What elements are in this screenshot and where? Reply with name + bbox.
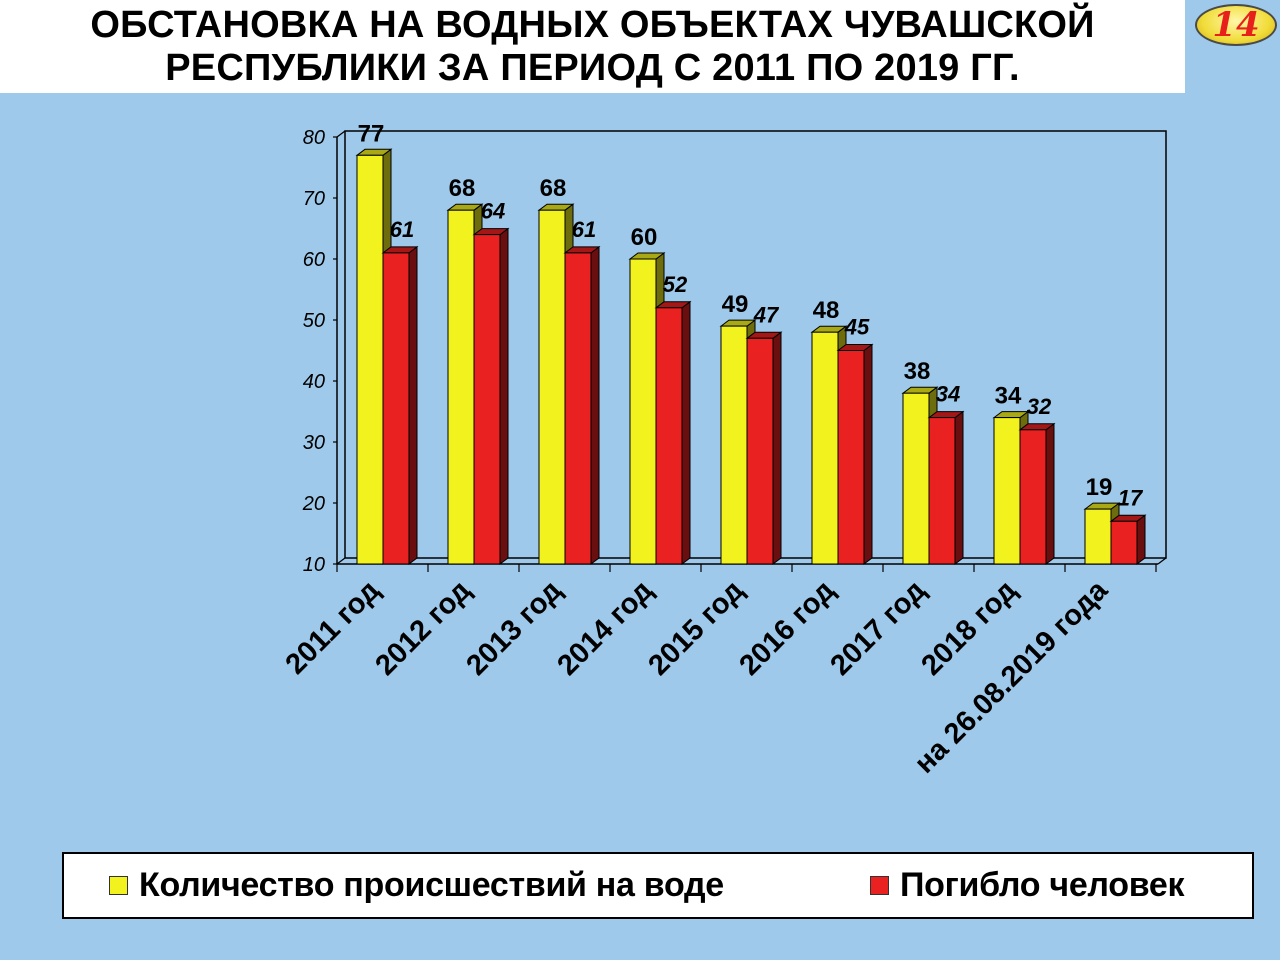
data-label-deaths: 52 [663,272,688,297]
bar-deaths [563,245,601,565]
bar-side-face [863,343,873,565]
data-label-incidents: 60 [631,224,658,251]
bar-front-face [811,331,839,565]
bar-deaths [836,343,874,565]
data-label-deaths: 47 [753,302,780,327]
bar-side-face [954,410,964,565]
bar-side-face [772,331,782,565]
bar-front-face [538,209,566,565]
bar-front-face [746,337,774,565]
bar-side-face [408,245,418,565]
x-tick-label: 2016 год [733,574,840,681]
data-label-incidents: 38 [904,358,931,385]
bar-front-face [564,252,592,565]
legend-swatch-incidents [109,876,128,895]
legend-label-incidents: Количество происшествий на воде [139,866,724,904]
data-label-deaths: 32 [1027,394,1052,419]
bar-deaths [381,245,419,565]
legend-swatch-deaths [870,876,889,895]
bar-front-face [720,325,748,565]
y-tick-label: 80 [303,127,325,149]
x-tick-label: 2011 год [280,574,386,680]
y-tick-label: 20 [302,493,325,515]
bar-front-face [447,209,475,565]
y-tick-label: 70 [303,188,325,210]
x-tick-label: 2014 год [551,574,658,681]
page-title-line-1: ОБСТАНОВКА НА ВОДНЫХ ОБЪЕКТАХ ЧУВАШСКОЙ [90,4,1095,46]
bar-front-face [356,154,384,565]
page-title: ОБСТАНОВКА НА ВОДНЫХ ОБЪЕКТАХ ЧУВАШСКОЙ … [0,4,1185,90]
y-axis: 10 20 30 40 50 60 70 80 [302,127,338,576]
page-number-badge: 14 [1195,4,1277,46]
legend-item-incidents: Количество происшествий на воде [109,854,724,917]
y-tick-label: 30 [303,432,325,454]
data-label-deaths: 61 [390,217,414,242]
legend-item-deaths: Погибло человек [870,854,1185,917]
data-label-deaths: 61 [572,217,596,242]
chart-wall-edge-top [336,130,346,138]
bar-front-face [473,234,501,565]
data-label-deaths: 64 [481,199,505,224]
bar-deaths [654,300,692,565]
data-label-incidents: 34 [995,383,1022,410]
bar-side-face [590,245,600,565]
data-label-incidents: 68 [540,175,567,202]
x-tick-label: 2017 год [824,574,931,681]
data-label-deaths: 34 [936,382,960,407]
bar-side-face [681,300,691,565]
data-label-incidents: 49 [722,291,749,318]
bar-front-face [1019,429,1047,565]
bar-front-face [629,258,657,565]
bar-deaths [472,227,510,565]
data-label-incidents: 68 [449,175,476,202]
data-label-incidents: 48 [813,297,840,324]
x-tick-label: 2012 год [369,574,476,681]
bar-deaths [1109,514,1147,565]
x-tick-label: 2015 год [642,574,749,681]
x-tick-label: 2013 год [460,574,567,681]
bar-front-face [655,307,683,565]
bar-deaths [745,331,783,565]
bar-deaths [927,410,965,565]
bar-side-face [1045,422,1055,565]
bar-front-face [1084,508,1112,565]
data-label-incidents: 77 [358,120,385,147]
chart-floor-side-edge [1157,557,1167,565]
bars [355,148,1147,565]
bar-front-face [837,350,865,565]
legend-label-deaths: Погибло человек [900,866,1185,904]
page-title-line-2: РЕСПУБЛИКИ ЗА ПЕРИОД С 2011 ПО 2019 ГГ. [165,47,1020,89]
y-tick-label: 60 [303,249,325,271]
y-tick-label: 40 [303,371,325,393]
chart-wall-edge-bottom [336,557,346,565]
bar-front-face [928,417,956,565]
data-label-deaths: 17 [1118,485,1144,510]
y-tick-label: 50 [303,310,325,332]
bar-front-face [1110,520,1138,565]
data-label-incidents: 19 [1086,474,1113,501]
bar-front-face [902,392,930,565]
legend: Количество происшествий на воде Погибло … [62,852,1254,919]
bar-deaths [1018,422,1056,565]
bar-front-face [993,417,1021,565]
title-banner: ОБСТАНОВКА НА ВОДНЫХ ОБЪЕКТАХ ЧУВАШСКОЙ … [0,0,1185,93]
data-label-deaths: 45 [844,315,870,340]
y-tick-label: 10 [303,554,325,576]
bar-side-face [1136,514,1146,565]
bar-front-face [382,252,410,565]
bar-side-face [499,227,509,565]
